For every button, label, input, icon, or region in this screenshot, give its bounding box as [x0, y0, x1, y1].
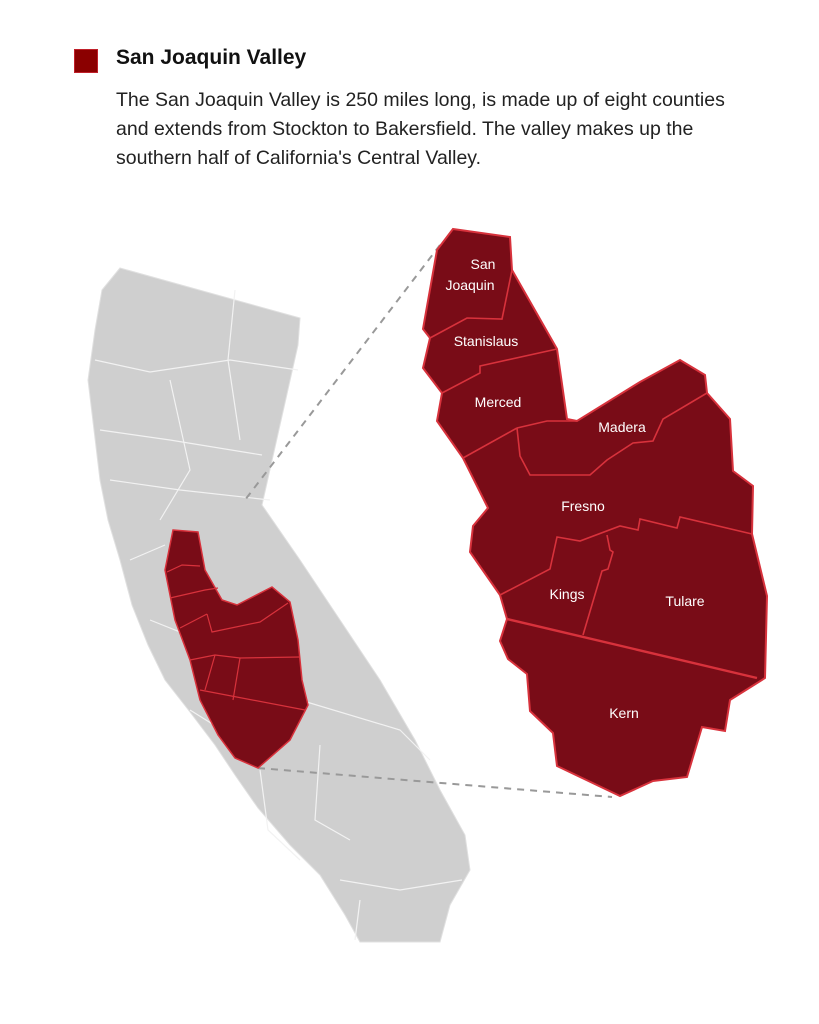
enlarged-valley-region: San Joaquin Stanislaus Merced Madera Fre… [421, 227, 769, 798]
legend-swatch [74, 49, 98, 73]
county-label-san-joaquin-1: San [471, 256, 496, 272]
county-label-kern: Kern [609, 705, 639, 721]
county-label-kings: Kings [549, 586, 584, 602]
description: The San Joaquin Valley is 250 miles long… [116, 89, 725, 169]
valley-outline [421, 227, 769, 798]
county-labels: San Joaquin Stanislaus Merced Madera Fre… [445, 256, 704, 721]
leader-line-top [244, 244, 441, 501]
legend-title: San Joaquin Valley [116, 46, 307, 69]
small-valley-region [164, 529, 309, 769]
county-label-fresno: Fresno [561, 498, 605, 514]
county-label-san-joaquin-2: Joaquin [445, 277, 494, 293]
state-county-lines [94, 289, 463, 941]
county-borders [429, 269, 758, 680]
county-label-madera: Madera [598, 419, 646, 435]
county-label-stanislaus: Stanislaus [454, 333, 519, 349]
county-label-tulare: Tulare [665, 593, 704, 609]
county-label-merced: Merced [475, 394, 522, 410]
